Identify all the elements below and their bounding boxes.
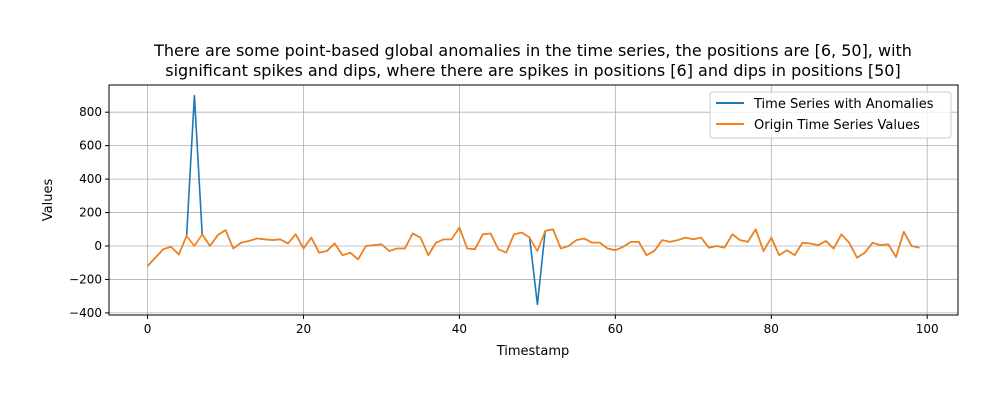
x-tick-label: 40: [452, 322, 467, 336]
chart-title-line-2: significant spikes and dips, where there…: [165, 61, 900, 80]
legend-label-anomalies: Time Series with Anomalies: [753, 97, 934, 112]
x-tick-label: 80: [764, 322, 779, 336]
x-tick-label: 60: [608, 322, 623, 336]
y-tick-label: 600: [79, 139, 102, 153]
y-tick-label: 200: [79, 206, 102, 220]
y-tick-label: 0: [94, 239, 102, 253]
y-tick-label: −400: [69, 306, 102, 320]
y-tick-label: 800: [79, 105, 102, 119]
chart-title-line-1: There are some point-based global anomal…: [153, 41, 912, 60]
x-tick-label: 20: [296, 322, 311, 336]
legend-box: [709, 91, 952, 139]
x-tick-label: 100: [916, 322, 939, 336]
legend-label-origin: Origin Time Series Values: [754, 118, 920, 133]
plot-frame: [108, 84, 959, 316]
legend: Time Series with Anomalies Origin Time S…: [709, 91, 952, 139]
y-axis-label: Values: [41, 179, 56, 222]
y-tick-label: −200: [69, 272, 102, 286]
series-line-origin: [147, 226, 920, 267]
x-axis-label: Timestamp: [496, 344, 570, 359]
y-tick-label: 400: [79, 172, 102, 186]
x-tick-label: 0: [144, 322, 152, 336]
